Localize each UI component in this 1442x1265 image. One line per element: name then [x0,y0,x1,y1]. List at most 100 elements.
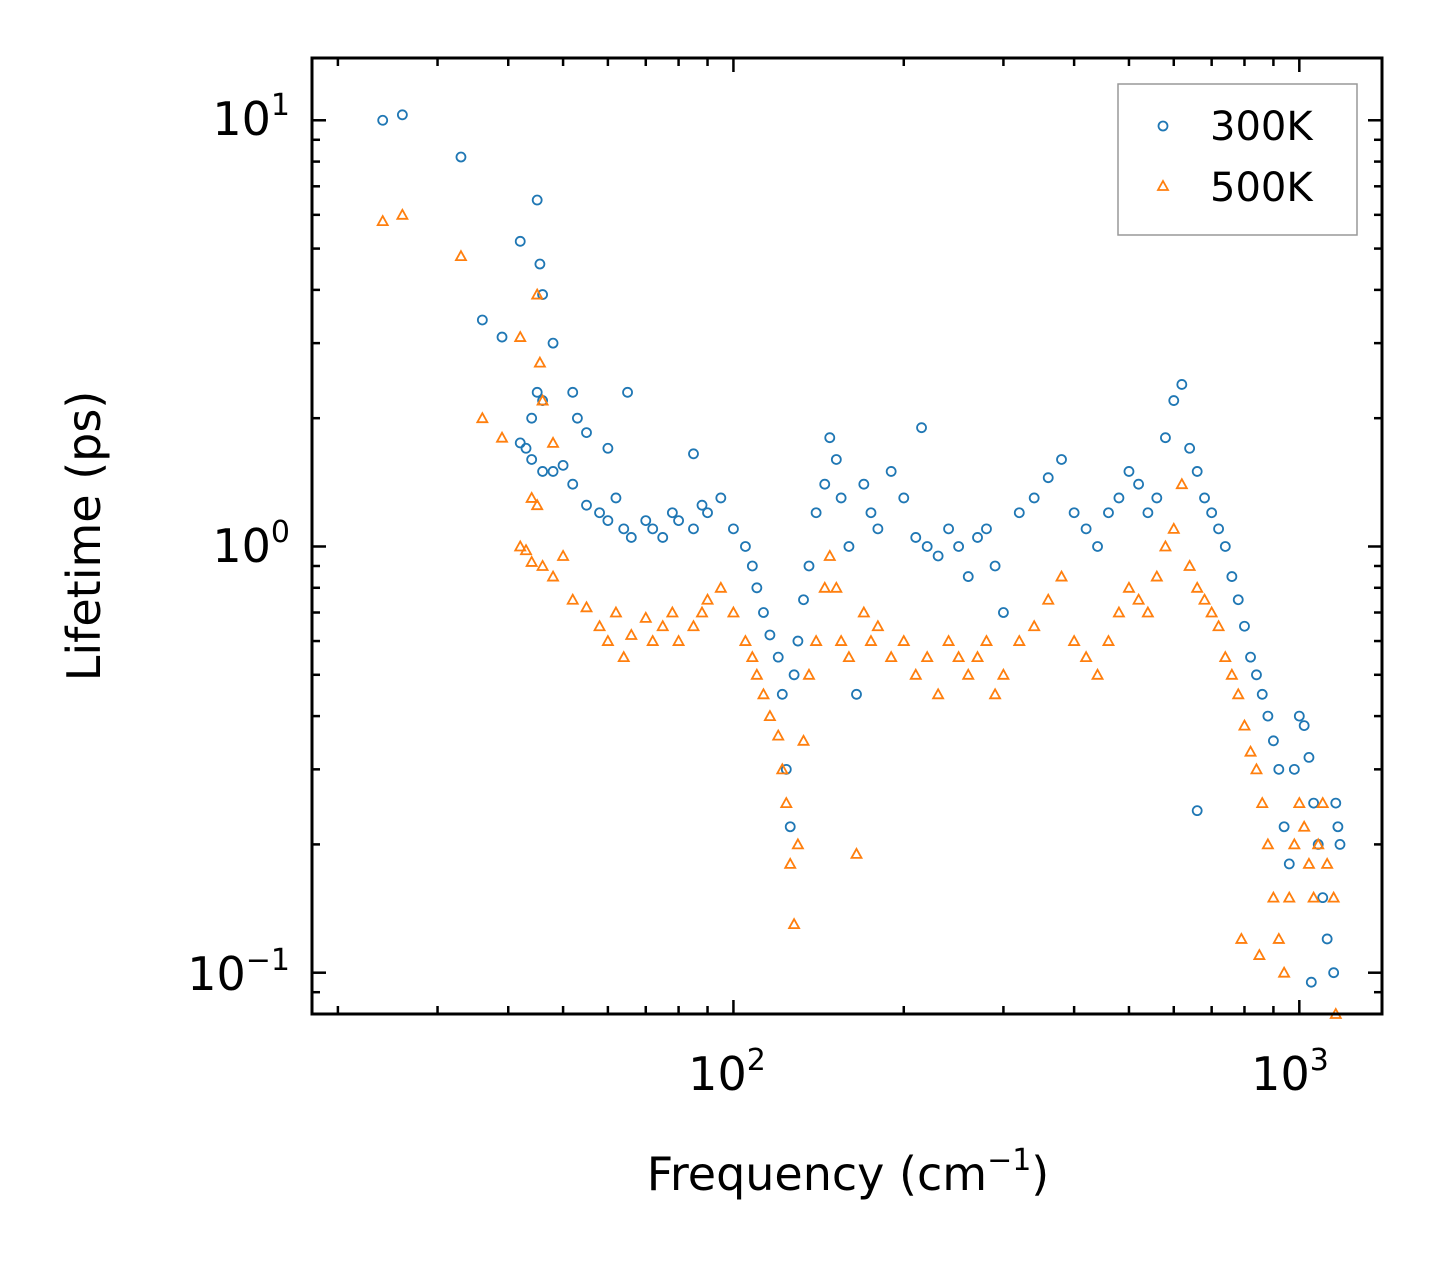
point-300K [835,492,847,504]
point-500K [871,619,885,632]
point-500K [601,634,615,646]
point-300K [514,437,526,449]
point-500K [1054,569,1069,582]
point-300K [557,459,569,471]
point-500K [1237,718,1251,731]
point-300K [1251,669,1262,681]
point-300K [1103,507,1114,519]
point-500K [745,650,759,663]
point-300K [746,560,758,572]
point-300K [1226,571,1238,582]
point-500K [1205,605,1219,618]
x-tick-labels: 102 103 [688,1043,1329,1101]
point-500K [783,857,797,869]
point-500K [1287,837,1301,850]
point-300K [1219,541,1231,552]
point-300K [547,466,559,477]
point-500K [695,605,709,618]
point-300K [1330,797,1342,809]
point-300K [1013,507,1025,519]
legend-label-500K: 500K [1210,165,1314,211]
point-300K [819,478,831,490]
point-500K [609,605,623,618]
point-500K [961,667,975,680]
point-300K [1262,710,1274,722]
point-300K [702,507,713,519]
point-300K [1191,466,1203,477]
point-500K [1297,819,1311,832]
point-500K [1231,687,1245,700]
point-300K [1142,507,1154,519]
point-300K [1028,492,1040,504]
legend-label-300K: 300K [1210,104,1314,150]
point-300K [803,560,815,572]
point-500K [525,555,539,567]
point-300K [1191,805,1203,817]
point-300K [618,523,630,535]
point-500K [1266,890,1280,903]
point-500K [1067,634,1081,646]
point-500K [842,650,856,663]
point-300K [531,386,543,398]
point-500K [536,559,550,571]
point-300K [1328,967,1340,979]
point-300K [396,109,408,121]
point-300K [772,651,784,663]
point-500K [1311,837,1325,850]
point-500K [519,543,533,556]
point-300K [1245,651,1256,663]
point-500K [849,847,864,859]
point-300K [1332,821,1344,833]
point-500K [1041,592,1055,605]
point-500K [823,549,837,561]
point-500K [857,605,871,618]
point-300K [1206,507,1218,519]
point-500K [624,628,638,640]
legend: 300K 500K [1117,83,1358,236]
point-300K [1042,472,1054,484]
point-300K [858,478,870,490]
point-500K [787,917,801,930]
point-300K [728,523,739,535]
point-300K [594,507,605,519]
point-300K [792,635,804,647]
point-300K [657,532,669,543]
point-300K [1273,763,1285,775]
point-500K [1141,605,1155,618]
point-500K [1101,634,1115,646]
point-500K [579,600,594,613]
point-300K [1213,523,1224,535]
point-500K [779,796,793,808]
y-tick-label-1: 100 [212,515,290,573]
point-300K [476,314,488,326]
point-500K [1249,762,1263,775]
point-500K [525,491,539,503]
point-500K [942,634,956,646]
point-300K [932,550,944,562]
point-500K [536,393,550,406]
point-300K [1305,976,1317,988]
point-300K [885,466,897,477]
point-300K [1334,838,1346,850]
point-500K [1112,605,1126,618]
point-500K [809,634,823,646]
point-500K [1190,580,1204,593]
point-300K [1133,478,1145,490]
point-300K [1288,763,1300,775]
point-300K [953,541,965,552]
point-300K [496,331,508,343]
point-300K [798,594,809,606]
point-500K [1282,890,1296,903]
point-500K [1132,592,1146,605]
point-500K [1234,932,1248,944]
point-300K [1184,442,1196,454]
point-500K [1272,932,1286,944]
point-300K [1317,892,1329,904]
point-300K [377,114,389,126]
point-300K [567,386,579,398]
point-300K [989,560,1001,572]
y-tick-labels: 10−1 100 101 [187,88,290,1001]
point-300K [602,515,614,527]
point-300K [1308,797,1320,809]
